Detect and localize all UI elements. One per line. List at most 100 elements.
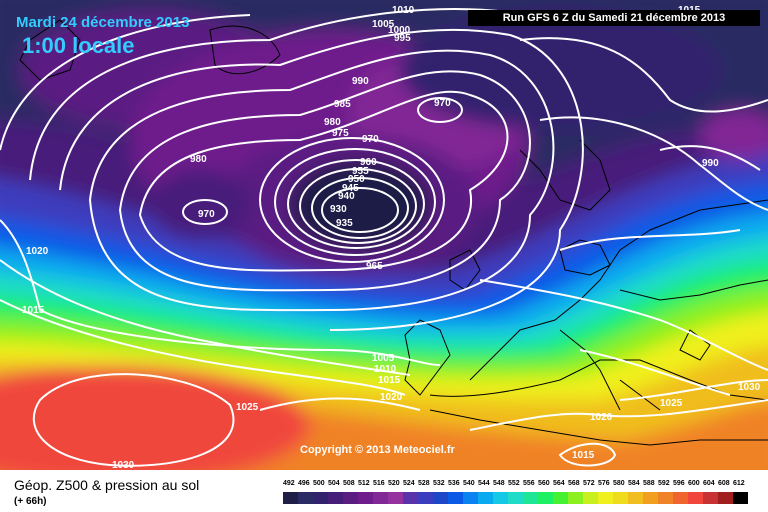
pressure-label: 970 (434, 98, 451, 109)
pressure-label: 950 (348, 174, 365, 185)
pressure-label: 1020 (380, 392, 403, 403)
legend-swatch (373, 492, 388, 504)
pressure-label: 980 (324, 117, 341, 128)
legend-swatch (403, 492, 418, 504)
legend-value: 568 (568, 480, 580, 487)
legend-swatch (508, 492, 523, 504)
legend-value: 528 (418, 480, 430, 487)
pressure-label: 1020 (26, 246, 49, 257)
color-scale-legend: 492 496 500 504 508 512 516 520 524 528 532 536 540 5… (283, 480, 753, 506)
legend-swatch (643, 492, 658, 504)
legend-value: 536 (448, 480, 460, 487)
legend-swatch (463, 492, 478, 504)
pressure-label: 1025 (236, 402, 259, 413)
legend-swatch (688, 492, 703, 504)
legend-value: 516 (373, 480, 385, 487)
pressure-label: 1030 (738, 382, 761, 393)
legend-swatch (343, 492, 358, 504)
legend-swatch (448, 492, 463, 504)
pressure-label: 940 (338, 191, 355, 202)
legend-value: 496 (298, 480, 310, 487)
forecast-step: (+ 66h) (14, 496, 47, 507)
legend-value: 504 (328, 480, 340, 487)
pressure-label: 1010 (374, 364, 397, 375)
legend-swatch (553, 492, 568, 504)
legend-value: 604 (703, 480, 715, 487)
isobars (0, 8, 768, 467)
pressure-label: 960 (360, 157, 377, 168)
pressure-label: 970 (362, 134, 379, 145)
legend-value: 600 (688, 480, 700, 487)
pressure-label: 1005 (372, 19, 395, 30)
legend-value: 596 (673, 480, 685, 487)
legend-value: 524 (403, 480, 415, 487)
legend-swatch (628, 492, 643, 504)
pressure-label: 1000 (388, 25, 411, 36)
legend-value: 532 (433, 480, 445, 487)
pressure-label: 970 (198, 209, 215, 220)
run-info: Run GFS 6 Z du Samedi 21 décembre 2013 (468, 10, 760, 26)
legend-swatch (718, 492, 733, 504)
legend-swatch (388, 492, 403, 504)
legend-swatch (313, 492, 328, 504)
legend-swatch (283, 492, 298, 504)
pressure-label: 990 (352, 76, 369, 87)
legend-swatch (733, 492, 748, 504)
pressure-label: 1030 (112, 460, 135, 470)
legend-value: 552 (508, 480, 520, 487)
pressure-label: 965 (366, 261, 383, 272)
legend-swatch (673, 492, 688, 504)
pressure-label: 990 (702, 158, 719, 169)
legend-value: 584 (628, 480, 640, 487)
pressure-label: 1020 (590, 412, 613, 423)
z500-bands (0, 0, 768, 470)
legend-swatch (613, 492, 628, 504)
legend-value: 540 (463, 480, 475, 487)
pressure-label: 975 (332, 128, 349, 139)
legend-value: 520 (388, 480, 400, 487)
legend-value: 500 (313, 480, 325, 487)
legend-value: 572 (583, 480, 595, 487)
legend-value: 608 (718, 480, 730, 487)
legend-swatch (418, 492, 433, 504)
legend-value: 508 (343, 480, 355, 487)
legend-swatch (523, 492, 538, 504)
legend-value: 588 (643, 480, 655, 487)
legend-swatch (298, 492, 313, 504)
pressure-label: 1015 (572, 450, 595, 461)
legend-value: 580 (613, 480, 625, 487)
legend-swatch (703, 492, 718, 504)
pressure-label: 995 (394, 33, 411, 44)
legend-swatch (433, 492, 448, 504)
pressure-label: 930 (330, 204, 347, 215)
pressure-label: 980 (190, 154, 207, 165)
legend-value: 576 (598, 480, 610, 487)
legend-swatch (598, 492, 613, 504)
legend-value: 512 (358, 480, 370, 487)
pressure-label: 935 (336, 218, 353, 229)
legend-value: 492 (283, 480, 295, 487)
legend-swatch (538, 492, 553, 504)
legend-value: 544 (478, 480, 490, 487)
legend-value: 560 (538, 480, 550, 487)
pressure-label: 955 (352, 166, 369, 177)
legend-value: 548 (493, 480, 505, 487)
pressure-label: 1015 (378, 375, 401, 386)
legend-swatch (478, 492, 493, 504)
copyright-text: Copyright © 2013 Meteociel.fr (300, 444, 455, 456)
pressure-label: 1025 (660, 398, 683, 409)
product-title: Géop. Z500 & pression au sol (14, 477, 200, 493)
coastlines (19, 19, 768, 446)
legend-swatch (583, 492, 598, 504)
legend-swatch (493, 492, 508, 504)
pressure-label: 1005 (372, 353, 395, 364)
geopotential-map: 1010 1005 1000 995 990 985 980 975 970 9… (0, 0, 768, 470)
legend-swatch (328, 492, 343, 504)
legend-value: 592 (658, 480, 670, 487)
legend-swatch (658, 492, 673, 504)
pressure-label: 985 (334, 99, 351, 110)
legend-swatch (358, 492, 373, 504)
legend-swatch (568, 492, 583, 504)
pressure-label: 945 (342, 183, 359, 194)
pressure-label: 1010 (392, 5, 415, 16)
